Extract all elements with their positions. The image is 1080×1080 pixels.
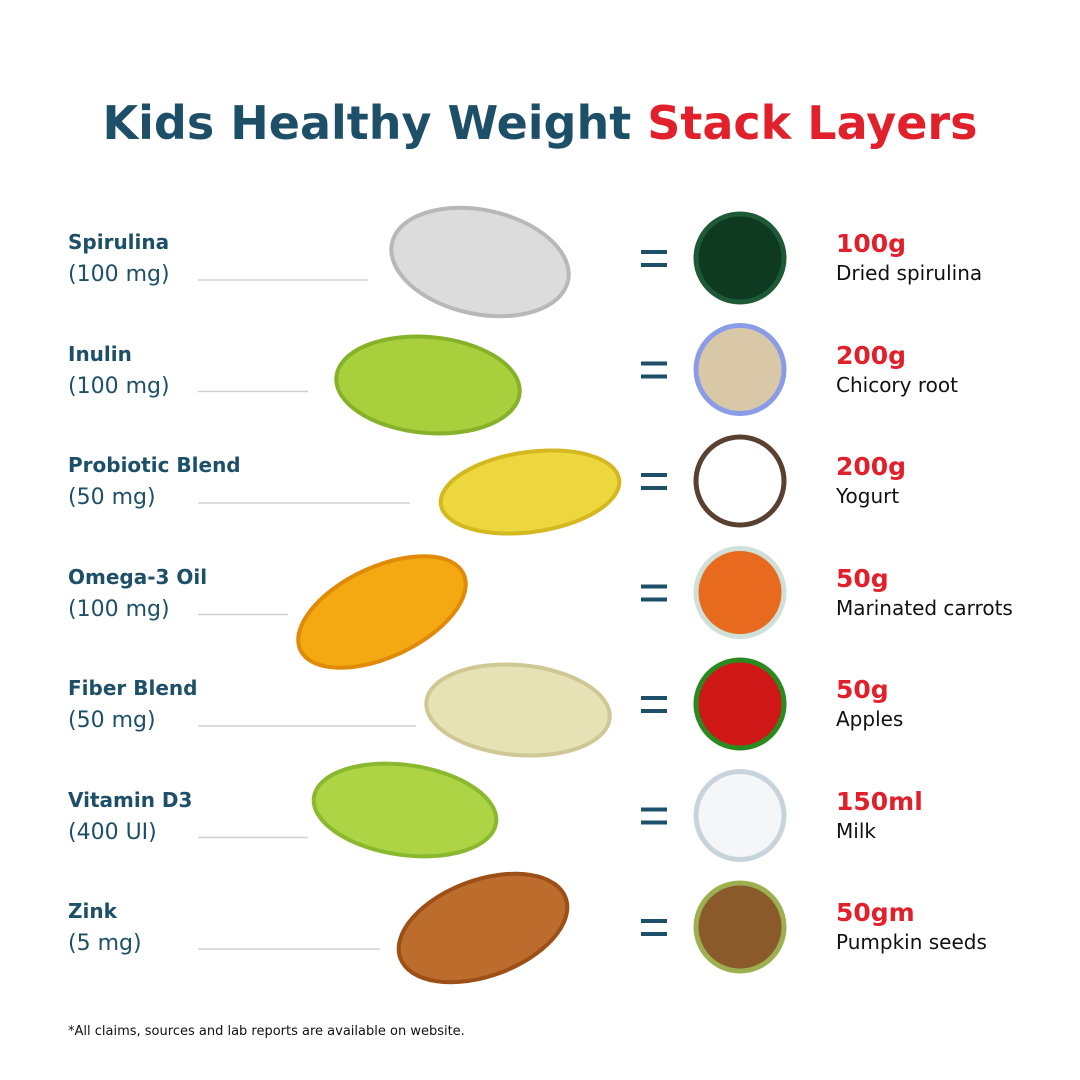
ingredient-name: Vitamin D3 — [68, 787, 193, 812]
ingredient-name: Zink — [68, 899, 117, 923]
gummy — [296, 554, 468, 670]
equals-sign — [641, 263, 667, 267]
food-image — [693, 546, 787, 639]
food-amount: 150ml — [836, 786, 923, 816]
equals-sign — [641, 696, 667, 700]
ingredient-name: Fiber Blend — [68, 676, 198, 700]
food-amount: 100g — [836, 229, 907, 258]
equals-sign — [641, 486, 667, 490]
title-accent: Stack Layers — [647, 96, 978, 150]
food-name: Apples — [836, 707, 904, 731]
gummy — [311, 761, 499, 859]
food-name: Dried spirulina — [836, 261, 983, 285]
equals-sign — [641, 374, 667, 379]
equals-sign — [641, 584, 667, 589]
equals-sign — [641, 361, 667, 366]
ingredient-dose: (5 mg) — [68, 931, 142, 956]
ingredient-dose: (100 mg) — [68, 596, 170, 622]
ingredient-name: Spirulina — [68, 230, 170, 254]
food-amount: 50gm — [836, 898, 915, 927]
gummy — [424, 662, 612, 758]
equals-sign — [641, 820, 667, 825]
food-amount: 50g — [836, 675, 889, 704]
food-amount: 200g — [836, 452, 907, 481]
food-image — [693, 657, 787, 751]
ingredient-dose: (100 mg) — [68, 262, 170, 287]
gummy — [396, 871, 570, 985]
ingredient-name: Probiotic Blend — [68, 453, 241, 477]
footnote: *All claims, sources and lab reports are… — [68, 1024, 465, 1039]
gummy — [389, 205, 571, 319]
food-image — [693, 434, 787, 528]
food-name: Chicory root — [836, 372, 958, 397]
ingredient-name: Inulin — [68, 341, 132, 366]
food-name: Milk — [836, 818, 876, 843]
food-image — [693, 211, 787, 305]
equals-sign — [641, 919, 667, 923]
ingredient-dose: (100 mg) — [68, 373, 170, 399]
title: Kids Healthy Weight Stack Layers — [0, 96, 1080, 150]
ingredient-dose: (50 mg) — [68, 485, 156, 510]
equals-sign — [641, 932, 667, 936]
food-name: Pumpkin seeds — [836, 930, 987, 954]
equals-sign — [641, 709, 667, 713]
food-image — [693, 323, 787, 416]
ingredient-name: Omega-3 Oil — [68, 564, 208, 589]
food-amount: 200g — [836, 340, 907, 370]
ingredient-dose: (50 mg) — [68, 708, 156, 733]
food-amount: 50g — [836, 563, 889, 593]
food-name: Marinated carrots — [836, 595, 1013, 620]
food-image — [693, 880, 787, 974]
ingredient-dose: (400 UI) — [68, 819, 157, 845]
food-image — [693, 769, 787, 862]
gummy — [438, 448, 622, 536]
title-main: Kids Healthy Weight — [102, 96, 632, 150]
equals-sign — [641, 807, 667, 812]
equals-sign — [641, 473, 667, 477]
gummy — [334, 334, 522, 436]
equals-sign — [641, 597, 667, 602]
food-name: Yogurt — [836, 484, 900, 508]
equals-sign — [641, 250, 667, 254]
